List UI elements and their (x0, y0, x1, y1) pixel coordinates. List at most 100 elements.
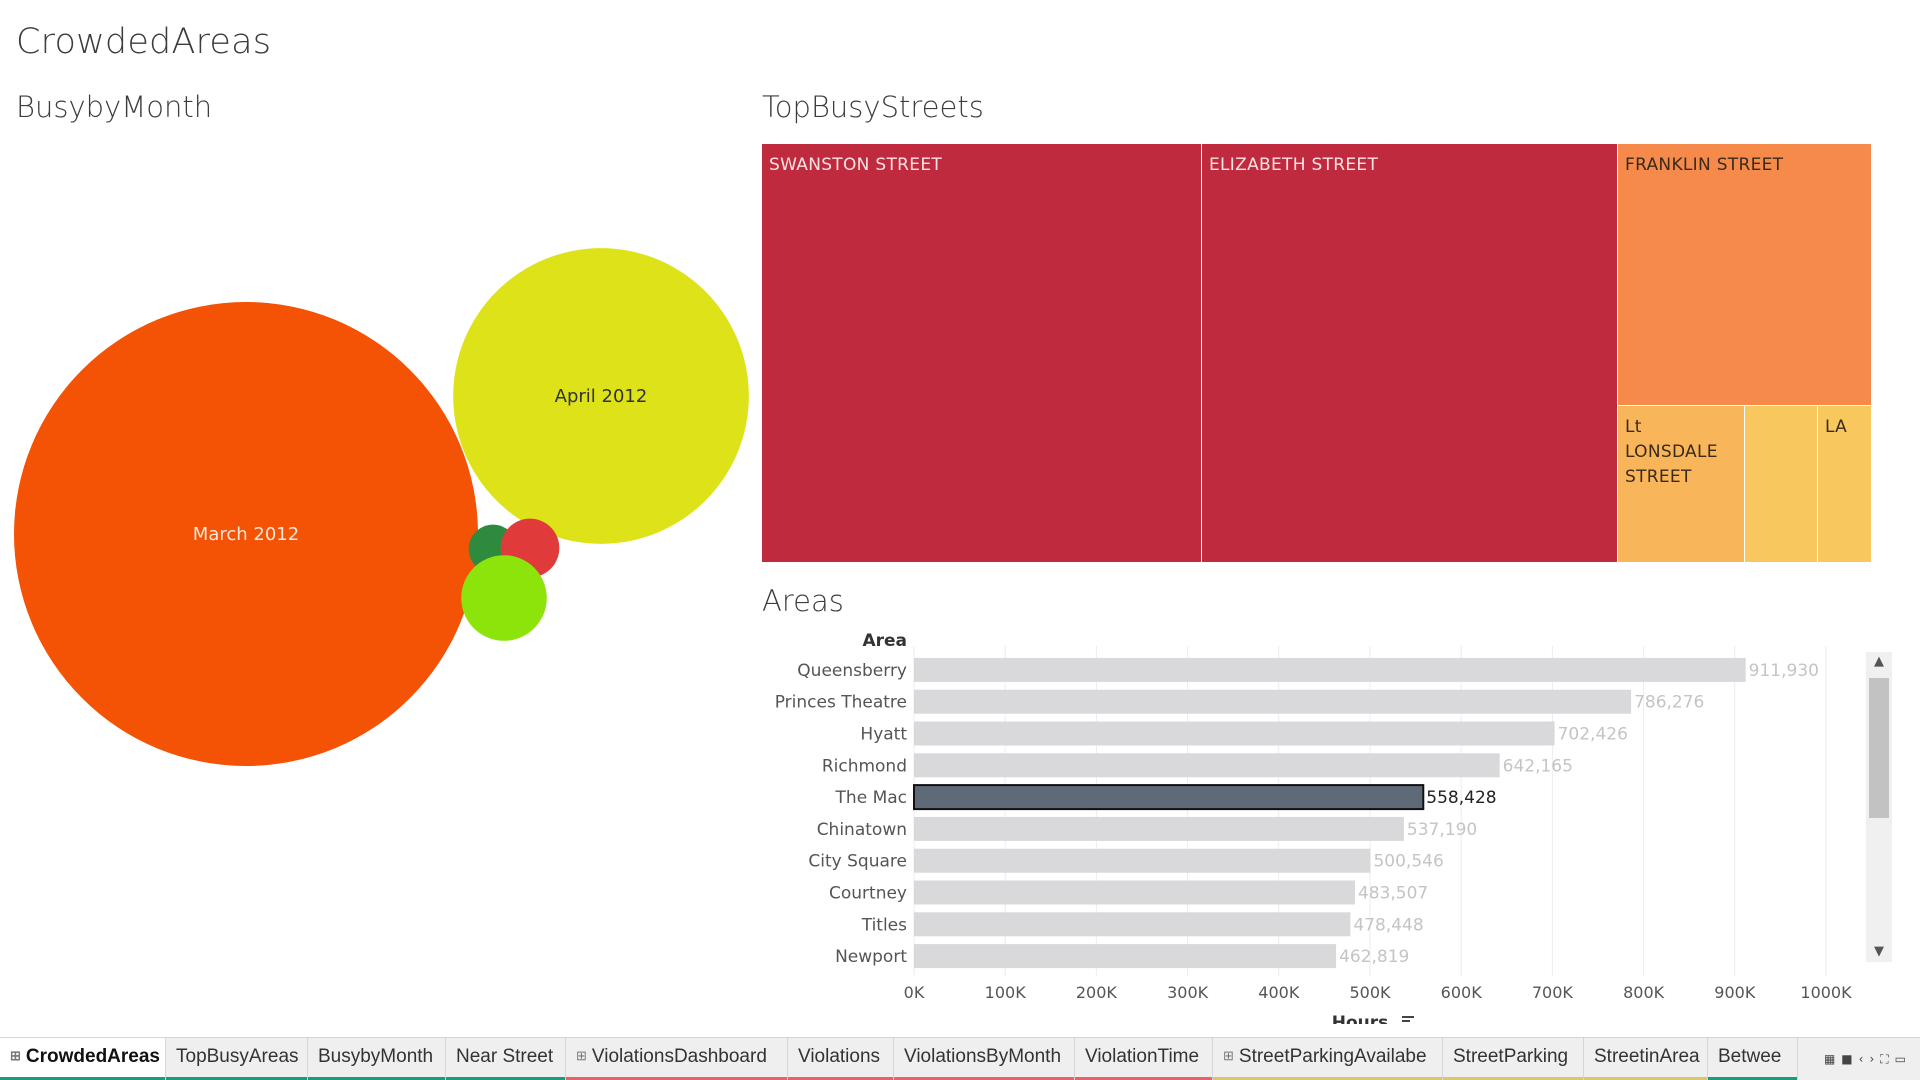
category-label[interactable]: Queensberry (797, 661, 907, 681)
show-tabs-icon[interactable]: ■ (1841, 1052, 1859, 1066)
top-busy-streets-treemap[interactable]: SWANSTON STREET ELIZABETH STREET FRANKLIN … (762, 144, 1872, 563)
bar[interactable] (914, 848, 1371, 873)
bar[interactable] (914, 721, 1555, 746)
bar-row-titles[interactable]: Titles 478,448 (861, 912, 1424, 937)
sort-icon-line (1402, 1016, 1414, 1018)
tab-violationsdashboard[interactable]: ⊞ ViolationsDashboard (566, 1038, 788, 1080)
tab-color-indicator (1213, 1077, 1442, 1080)
dashboard-icon: ⊞ (1223, 1048, 1234, 1063)
category-label[interactable]: Titles (861, 915, 907, 935)
category-label[interactable]: Richmond (822, 756, 907, 776)
show-filmstrip-icon[interactable]: ▦ (1823, 1052, 1842, 1066)
bar-row-chinatown[interactable]: Chinatown 537,190 (817, 816, 1478, 841)
tab-busybymonth[interactable]: BusybyMonth (308, 1038, 446, 1080)
areas-bar-chart[interactable]: Area Queensberry 911,930 Princes Theatre 786… (762, 624, 1902, 1024)
tab-color-indicator (1075, 1077, 1212, 1080)
bar[interactable] (914, 816, 1404, 841)
areas-title: Areas (762, 584, 844, 618)
tab-label: ViolationsByMonth (904, 1046, 1062, 1067)
bar-row-the-mac[interactable]: The Mac 558,428 (835, 784, 1497, 811)
x-tick-label: 300K (1167, 983, 1209, 1002)
tab-streetparkingavailabe[interactable]: ⊞ StreetParkingAvailabe (1213, 1038, 1443, 1080)
tab-label: ViolationsDashboard (591, 1046, 767, 1067)
bubble-month-4[interactable] (461, 555, 547, 641)
next-tab-icon[interactable]: › (1869, 1052, 1881, 1066)
presentation-icon[interactable]: ▭ (1894, 1052, 1912, 1066)
dashboard-icon: ⊞ (576, 1048, 587, 1063)
bar[interactable] (914, 753, 1500, 778)
tab-streetinarea[interactable]: StreetinArea (1584, 1038, 1708, 1080)
tab-betwee[interactable]: Betwee (1708, 1038, 1798, 1080)
treemap-tile-swanston-street[interactable]: SWANSTON STREET (762, 144, 1202, 563)
tab-color-indicator (1443, 1077, 1583, 1080)
tab-label: ViolationTime (1085, 1046, 1200, 1067)
bubble-circle[interactable] (453, 248, 749, 544)
bar[interactable] (914, 880, 1355, 905)
bar-row-city-square[interactable]: City Square 500,546 (808, 848, 1444, 873)
category-label[interactable]: Hyatt (860, 725, 907, 745)
scroll-up-arrow-icon[interactable]: ▲ (1874, 654, 1884, 669)
prev-tab-icon[interactable]: ‹ (1858, 1052, 1870, 1066)
sort-icon[interactable] (1402, 1016, 1414, 1024)
bar-row-richmond[interactable]: Richmond 642,165 (822, 753, 1573, 778)
row-header-area: Area (862, 631, 907, 651)
tab-violations[interactable]: Violations (788, 1038, 894, 1080)
category-label[interactable]: Newport (835, 947, 907, 967)
tab-color-indicator (788, 1077, 893, 1080)
bubble-march-2012[interactable]: March 2012 (14, 302, 478, 766)
sort-icon-line (1402, 1020, 1410, 1022)
tab-navigation-controls[interactable]: ▦■‹›⛶▭ (1824, 1052, 1912, 1067)
x-tick-label: 100K (985, 983, 1027, 1002)
x-tick-label: 0K (904, 983, 925, 1002)
bar[interactable] (914, 689, 1632, 714)
category-label[interactable]: Princes Theatre (775, 693, 907, 713)
value-label: 483,507 (1358, 884, 1428, 904)
tab-label: StreetinArea (1594, 1046, 1700, 1067)
tab-color-indicator (308, 1077, 445, 1080)
bar-row-courtney[interactable]: Courtney 483,507 (829, 880, 1428, 905)
treemap-tile-elizabeth-street[interactable]: ELIZABETH STREET (1202, 144, 1618, 563)
tab-color-indicator (166, 1077, 307, 1080)
tab-color-indicator (446, 1077, 565, 1080)
x-tick-label: 400K (1258, 983, 1300, 1002)
tab-streetparking[interactable]: StreetParking (1443, 1038, 1584, 1080)
tab-color-indicator (566, 1077, 787, 1080)
value-label: 702,426 (1558, 725, 1628, 745)
treemap-tile-label: Lt LONSDALE STREET (1625, 417, 1718, 487)
bar[interactable] (914, 912, 1351, 937)
category-label[interactable]: Courtney (829, 884, 907, 904)
tab-near-street[interactable]: Near Street (446, 1038, 566, 1080)
category-label[interactable]: The Mac (835, 788, 907, 808)
tab-violationsbymonth[interactable]: ViolationsByMonth (894, 1038, 1075, 1080)
tab-topbusyareas[interactable]: TopBusyAreas (166, 1038, 308, 1080)
bar-row-princes-theatre[interactable]: Princes Theatre 786,276 (775, 689, 1705, 714)
bar[interactable] (914, 944, 1337, 969)
busy-by-month-title: BusybyMonth (16, 90, 213, 124)
bar[interactable] (913, 784, 1425, 811)
x-axis: 0K 100K 200K 300K 400K 500K 600K 700K 800K 900K 10… (904, 983, 1852, 1024)
bar-row-hyatt[interactable]: Hyatt 702,426 (860, 721, 1628, 746)
value-label: 642,165 (1503, 756, 1573, 776)
treemap-tile-lt-lonsdale-street[interactable]: Lt LONSDALE STREET (1618, 406, 1745, 563)
category-label[interactable]: Chinatown (817, 820, 907, 840)
tab-violationtime[interactable]: ViolationTime (1075, 1038, 1213, 1080)
category-label[interactable]: City Square (808, 852, 907, 872)
tab-label: Violations (798, 1046, 881, 1067)
bar[interactable] (914, 657, 1746, 682)
fullscreen-icon[interactable]: ⛶ (1880, 1052, 1895, 1066)
x-tick-label: 800K (1623, 983, 1665, 1002)
x-tick-label: 200K (1076, 983, 1118, 1002)
bubble-circle[interactable] (461, 555, 547, 641)
treemap-tile-la[interactable]: LA (1818, 406, 1872, 563)
tab-crowdedareas[interactable]: ⊞ CrowdedAreas (0, 1038, 166, 1080)
scroll-down-arrow-icon[interactable]: ▼ (1874, 944, 1884, 959)
scroll-thumb[interactable] (1869, 678, 1889, 818)
areas-scrollbar[interactable]: ▲ ▼ (1866, 652, 1892, 962)
treemap-tile-unlabeled-4[interactable] (1745, 406, 1818, 563)
bubble-circle[interactable] (14, 302, 478, 766)
bar-row-newport[interactable]: Newport 462,819 (835, 944, 1409, 969)
bubble-april-2012[interactable]: April 2012 (453, 248, 749, 544)
bar-row-queensberry[interactable]: Queensberry 911,930 (797, 657, 1819, 682)
treemap-tile-franklin-street[interactable]: FRANKLIN STREET (1618, 144, 1872, 406)
busy-by-month-bubble-chart[interactable]: March 2012 April 2012 (0, 130, 760, 810)
